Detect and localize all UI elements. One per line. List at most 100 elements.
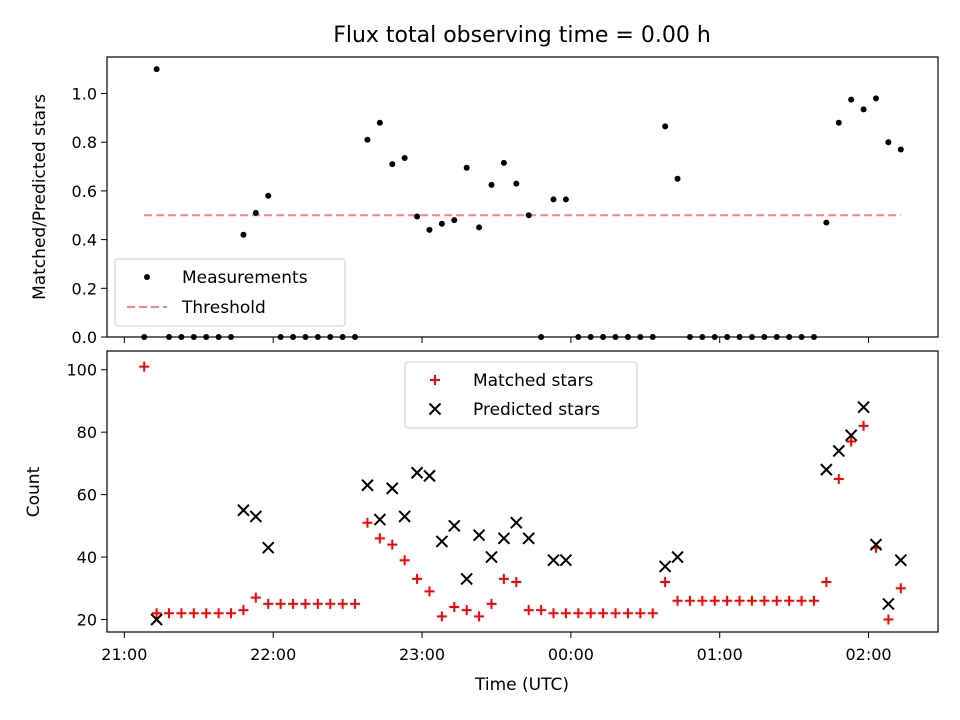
matched-point: [610, 608, 621, 619]
predicted-point: [522, 532, 535, 545]
top-plot-frame: [106, 56, 939, 338]
legend-matched-marker: [430, 375, 440, 385]
predicted-point: [894, 553, 907, 567]
bottom-plot-frame: [106, 350, 939, 633]
matched-point: [548, 608, 559, 619]
bottom-y-axis-label: Count: [24, 466, 44, 517]
matched-point: [697, 595, 708, 606]
matched-point: [895, 583, 906, 594]
matched-point: [647, 608, 658, 619]
predicted-point: [671, 550, 684, 564]
matched-point: [238, 605, 249, 616]
matched-point: [858, 420, 869, 431]
measurement-point: [662, 123, 669, 130]
bottom-ytick-label: 100: [66, 361, 97, 380]
top-legend-box: [114, 258, 346, 327]
top-panel: 0.0 0.2 0.4 0.6 0.8 1.0 Matched/Predicted sta…: [30, 56, 939, 347]
measurement-point: [500, 159, 507, 166]
predicted-point: [386, 482, 399, 495]
measurement-point: [376, 119, 383, 126]
bottom-xtick-label: 22:00: [250, 645, 296, 664]
matched-point: [151, 608, 162, 619]
matched-point: [300, 598, 311, 609]
predicted-point: [882, 597, 895, 611]
predicted-point: [448, 519, 461, 533]
predicted-point: [832, 444, 845, 458]
measurement-point: [872, 95, 879, 102]
measurement-point: [463, 164, 470, 171]
bottom-legend-box: [404, 361, 638, 429]
predicted-point: [237, 504, 250, 517]
measurement-point: [823, 219, 830, 226]
predicted-point: [510, 516, 523, 529]
figure-title: Flux total observing time = 0.00 h: [333, 23, 711, 48]
measurement-point: [885, 139, 892, 146]
measurement-point: [265, 192, 272, 199]
matched-point: [424, 586, 435, 597]
measurement-point: [674, 175, 681, 182]
matched-point: [412, 573, 423, 584]
matched-point: [461, 605, 472, 616]
matched-point: [263, 598, 274, 609]
matched-point: [374, 533, 385, 544]
matched-point: [746, 595, 757, 606]
top-ytick-label: 0.2: [72, 279, 97, 298]
measurement-point: [513, 180, 520, 187]
predicted-point: [423, 469, 436, 483]
legend-measurement-marker: [144, 274, 150, 280]
legend-threshold-label: Threshold: [181, 298, 266, 318]
measurement-point: [860, 106, 867, 113]
matched-point: [511, 577, 522, 588]
bottom-xtick-label: 01:00: [697, 645, 743, 664]
measurement-point: [153, 66, 160, 73]
bottom-ytick-label: 80: [77, 423, 97, 442]
matched-point: [796, 595, 807, 606]
legend-predicted-marker: [428, 402, 442, 416]
predicted-point: [485, 550, 498, 564]
matched-point: [337, 598, 348, 609]
top-y-axis-label: Matched/Predicted stars: [30, 94, 50, 300]
measurement-point: [389, 161, 396, 168]
matched-point: [325, 598, 336, 609]
matched-point: [139, 361, 150, 372]
matched-point: [436, 611, 447, 622]
matched-point: [536, 605, 547, 616]
legend-predicted-label: Predicted stars: [473, 400, 600, 420]
bottom-legend: Matched stars Predicted stars: [404, 361, 638, 429]
measurement-point: [451, 217, 458, 224]
matched-point: [288, 598, 299, 609]
measurement-point: [414, 213, 421, 220]
matched-point: [883, 614, 894, 625]
matched-point: [399, 555, 410, 566]
predicted-point: [262, 541, 275, 554]
matched-point: [176, 608, 187, 619]
measurement-point: [835, 119, 842, 126]
matched-point: [808, 595, 819, 606]
matched-point: [771, 595, 782, 606]
matched-point: [660, 577, 671, 588]
predicted-point: [658, 560, 672, 573]
bottom-y-axis: 20 40 60 80 100: [66, 361, 107, 630]
bottom-panel: 20 40 60 80 100 21:00 22:00 23:00 00:00 01:00 02:…: [24, 350, 939, 695]
predicted-point: [844, 429, 858, 442]
measurement-point: [550, 196, 557, 203]
predicted-point: [547, 553, 560, 567]
measurement-point: [426, 226, 433, 233]
measurement-point: [525, 212, 532, 219]
matched-point: [722, 595, 733, 606]
matched-point: [622, 608, 633, 619]
predicted-point: [150, 613, 163, 626]
predicted-point: [398, 510, 411, 523]
measurement-point: [488, 181, 495, 188]
matched-point: [523, 605, 534, 616]
matched-point: [585, 608, 596, 619]
bottom-xtick-label: 00:00: [548, 645, 594, 664]
bottom-xtick-label: 21:00: [101, 645, 147, 664]
matched-point: [784, 595, 795, 606]
bottom-ytick-label: 40: [77, 548, 97, 567]
bottom-x-axis-label: Time (UTC): [474, 675, 569, 695]
predicted-point: [249, 510, 263, 523]
legend-measurement-label: Measurements: [182, 268, 308, 288]
matched-point: [486, 598, 497, 609]
